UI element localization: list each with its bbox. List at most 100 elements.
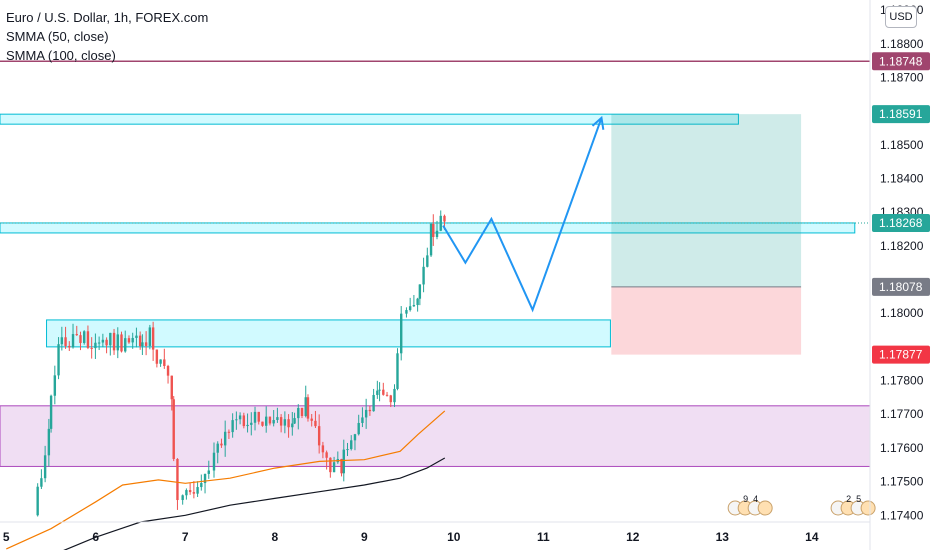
candle-body: [231, 420, 234, 433]
candle: [253, 406, 257, 431]
currency-badge[interactable]: USD: [885, 6, 917, 28]
candle-body: [293, 418, 296, 424]
candle: [408, 297, 412, 312]
candle: [250, 412, 253, 436]
candle-body: [176, 458, 179, 501]
candle-body: [57, 344, 60, 376]
candle-body: [220, 443, 223, 446]
candle: [268, 416, 272, 426]
candle: [196, 481, 199, 497]
smma-100-line: [63, 457, 446, 550]
candle: [40, 469, 43, 490]
candle: [192, 481, 196, 499]
candle: [141, 334, 144, 355]
candle-body: [60, 337, 64, 345]
y-tick-label: 1.18700: [880, 70, 924, 84]
candle: [166, 364, 170, 384]
x-tick-label: 14: [805, 530, 819, 544]
candle-body: [53, 375, 57, 396]
candle: [329, 457, 332, 478]
candle-body: [253, 411, 257, 423]
candle-body: [120, 334, 123, 352]
price-label-text: 1.17877: [879, 348, 923, 362]
candle-body: [279, 417, 283, 426]
candle: [71, 323, 75, 349]
event-count: 5: [856, 494, 861, 504]
candle-body: [216, 443, 219, 453]
indicator-smma-50[interactable]: SMMA (50, close): [6, 29, 109, 44]
price-label-text: 1.18078: [879, 280, 923, 294]
candle: [412, 294, 416, 308]
candle: [43, 445, 47, 483]
candle: [163, 348, 166, 369]
lines-layer: [0, 60, 870, 224]
candle: [242, 412, 246, 429]
candle-body: [235, 419, 238, 421]
candle-body: [131, 337, 134, 343]
price-label: 1.18748: [872, 52, 930, 71]
candle: [279, 414, 283, 433]
candle-body: [443, 215, 446, 222]
candle-body: [40, 478, 43, 487]
candle-body: [376, 390, 379, 395]
candle: [212, 442, 216, 478]
candle-body: [439, 215, 442, 231]
y-tick-label: 1.17600: [880, 441, 924, 455]
candle-body: [304, 397, 307, 416]
price-label-text: 1.18268: [879, 216, 923, 230]
y-tick-label: 1.18200: [880, 239, 924, 253]
candle: [393, 384, 396, 408]
candle-body: [400, 313, 403, 354]
candle: [155, 349, 159, 368]
candle: [144, 331, 148, 356]
event-count: 9: [743, 494, 748, 504]
price-label-box: [872, 345, 930, 364]
candle-body: [170, 375, 173, 400]
candle-body: [172, 399, 175, 459]
candle-body: [429, 223, 433, 256]
candle: [120, 331, 123, 353]
candle-body: [332, 462, 336, 473]
candle: [200, 474, 203, 491]
x-tick-label: 11: [537, 530, 550, 544]
candle: [207, 460, 210, 479]
candle-body: [408, 306, 412, 311]
candle-body: [71, 334, 75, 348]
candle-body: [378, 389, 381, 391]
candle: [83, 330, 86, 345]
candle: [127, 335, 131, 344]
candle-body: [340, 458, 343, 474]
candle: [86, 325, 90, 350]
candle-body: [75, 334, 78, 336]
candle-body: [155, 349, 159, 364]
candle-body: [357, 422, 360, 435]
candle-body: [47, 428, 51, 456]
zone-support-2: [46, 319, 611, 348]
candle: [176, 458, 179, 510]
candle-body: [317, 426, 321, 446]
candle: [112, 328, 116, 355]
indicator-smma-100[interactable]: SMMA (100, close): [6, 48, 116, 63]
candle-body: [314, 420, 317, 427]
y-tick-label: 1.17500: [880, 475, 924, 489]
candle-body: [265, 416, 268, 426]
price-label-box: [872, 213, 930, 232]
candle: [203, 473, 207, 494]
y-tick-label: 1.17800: [880, 374, 924, 388]
candle: [261, 421, 264, 427]
candles-layer: [36, 210, 446, 517]
candle: [220, 438, 223, 448]
candle: [257, 411, 260, 425]
candle: [75, 325, 78, 336]
y-tick-label: 1.18800: [880, 37, 924, 51]
candle: [389, 394, 392, 408]
candle-body: [227, 431, 231, 433]
candle-body: [79, 335, 82, 343]
candle-body: [127, 338, 131, 343]
symbol-title[interactable]: Euro / U.S. Dollar, 1h, FOREX.com: [6, 10, 209, 25]
x-tick-label: 9: [361, 530, 368, 544]
